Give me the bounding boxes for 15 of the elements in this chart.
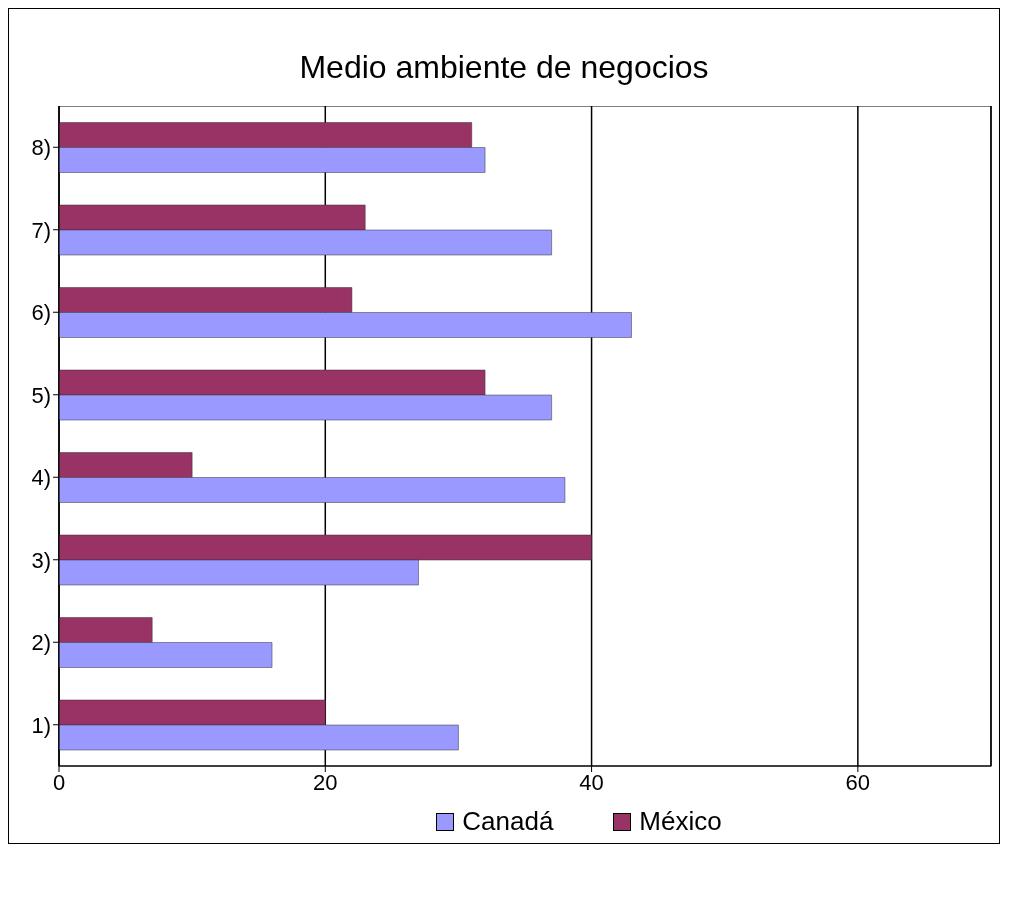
x-tick-label: 0 [52, 769, 66, 795]
chart-title: Medio ambiente de negocios [298, 48, 710, 87]
x-tick-label: 40 [579, 769, 604, 795]
x-tick-label: 60 [845, 769, 871, 795]
y-tick-label: 4) [31, 465, 51, 491]
y-tick-label: 3) [31, 547, 51, 573]
y-tick-label: 7) [31, 217, 51, 243]
y-tick-label: 6) [31, 300, 51, 326]
x-tick-label: 20 [313, 769, 338, 795]
y-tick-label: 2) [31, 630, 51, 656]
legend-label: México [638, 806, 722, 837]
y-tick-label: 1) [31, 712, 51, 738]
y-tick-label: 8) [31, 135, 51, 161]
legend-label: Canadá [461, 806, 554, 837]
y-tick-label: 5) [31, 382, 51, 408]
